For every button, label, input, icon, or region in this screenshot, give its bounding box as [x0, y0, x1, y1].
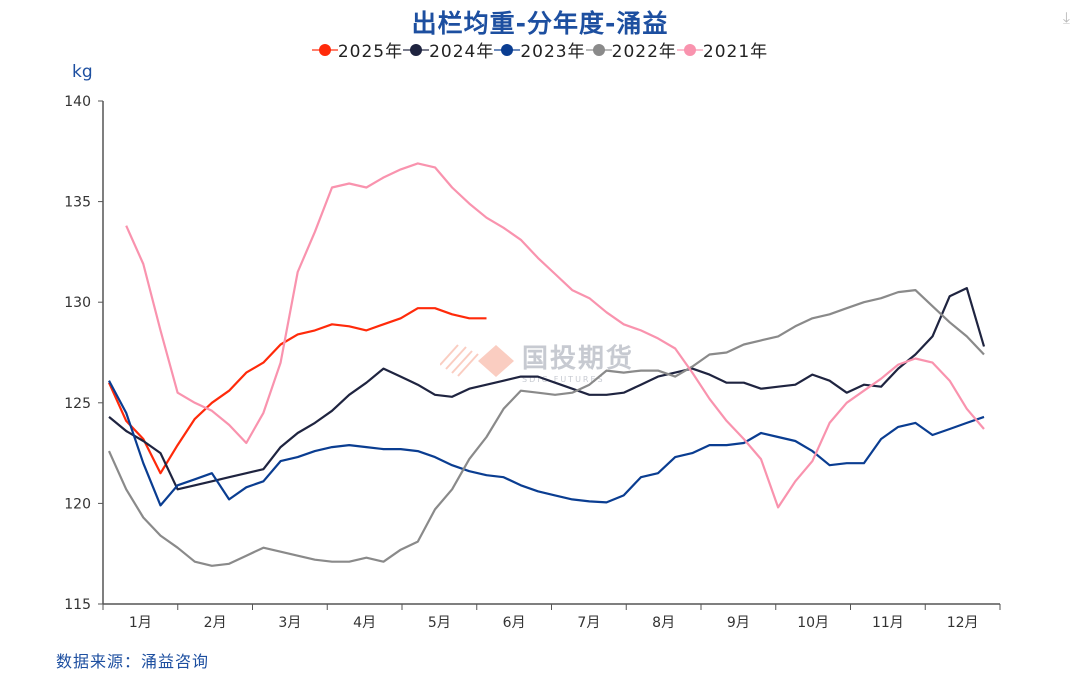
x-tick-label: 9月	[727, 615, 750, 631]
legend-marker-icon	[311, 43, 338, 57]
series-line-2023	[108, 380, 985, 507]
legend-label: 2022年	[611, 42, 677, 62]
y-tick-label: 125	[64, 396, 91, 412]
series-line-2022	[107, 289, 985, 567]
y-tick-label: 140	[64, 94, 91, 110]
x-tick-label: 8月	[652, 615, 675, 631]
download-icon[interactable]: ⤓	[1062, 8, 1070, 27]
x-tick-label: 10月	[797, 615, 829, 631]
legend-label: 2024年	[429, 42, 495, 62]
legend-item[interactable]: 2025年	[311, 37, 404, 62]
legend-marker-icon	[585, 43, 612, 57]
x-tick-label: 11月	[872, 615, 904, 631]
x-tick-label: 12月	[947, 615, 979, 631]
legend-marker-icon	[403, 43, 430, 57]
x-tick-label: 5月	[428, 615, 451, 631]
series-line-2025	[107, 307, 487, 475]
legend-label: 2021年	[702, 42, 769, 62]
watermark-mark-icon	[440, 344, 514, 377]
legend-label: 2023年	[520, 42, 586, 62]
chart-title: 出栏均重-分年度-涌益	[411, 9, 669, 38]
x-tick-label: 3月	[278, 615, 301, 631]
x-tick-label: 1月	[129, 615, 152, 631]
x-tick-label: 7月	[577, 615, 600, 631]
y-tick-label: 135	[64, 195, 91, 211]
legend-item[interactable]: 2023年	[494, 37, 585, 62]
legend-item[interactable]: 2021年	[676, 37, 769, 62]
x-tick-label: 6月	[503, 615, 526, 631]
series-line-2021	[125, 162, 985, 509]
legend-label: 2025年	[337, 42, 404, 62]
y-tick-label: 115	[64, 597, 91, 613]
watermark-logo: 国投期货 SDIC FUTURES	[440, 338, 634, 384]
y-axis-unit: kg	[72, 62, 93, 82]
x-tick-label: 2月	[204, 615, 227, 631]
series-line-2024	[108, 287, 986, 491]
x-tick-label: 4月	[353, 615, 376, 631]
y-tick-label: 130	[64, 295, 91, 311]
data-source: 数据来源：涌益咨询	[56, 652, 210, 671]
legend-item[interactable]: 2022年	[585, 37, 677, 62]
legend-item[interactable]: 2024年	[403, 37, 494, 62]
legend: 2025年 2024年 2023年 2022年 2021年	[0, 37, 1080, 62]
watermark-subtext: SDIC FUTURES	[522, 375, 605, 384]
watermark-text: 国投期货	[522, 344, 635, 374]
legend-marker-icon	[494, 43, 521, 57]
legend-marker-icon	[676, 43, 703, 57]
y-tick-label: 120	[64, 496, 91, 512]
